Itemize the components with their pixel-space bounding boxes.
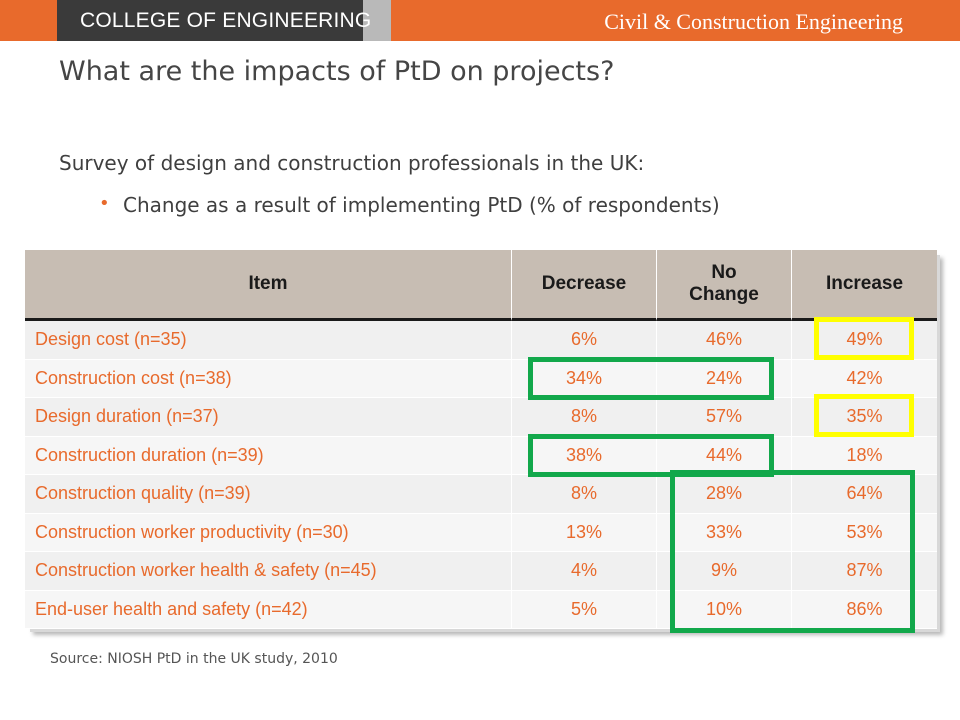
- item-cell: Design duration (n=37): [25, 398, 512, 437]
- item-cell: Construction worker health & safety (n=4…: [25, 552, 512, 591]
- increase-cell: 42%: [792, 359, 937, 398]
- no-change-cell: 57%: [657, 398, 792, 437]
- survey-text: Survey of design and construction profes…: [59, 151, 645, 175]
- no-change-cell: 46%: [657, 321, 792, 360]
- highlight-box-construction-cost-decrease: [528, 357, 774, 400]
- table-row: Construction worker health & safety (n=4…: [25, 552, 937, 591]
- item-cell: Design cost (n=35): [25, 321, 512, 360]
- highlight-box-design-duration-increase: [814, 394, 914, 437]
- table-row: Construction duration (n=39) 38% 44% 18%: [25, 436, 937, 475]
- no-change-cell: 10%: [657, 590, 792, 629]
- item-cell: Construction duration (n=39): [25, 436, 512, 475]
- decrease-cell: 4%: [512, 552, 657, 591]
- decrease-cell: 6%: [512, 321, 657, 360]
- impact-table: Item Decrease No Change Increase Design …: [25, 250, 937, 629]
- bullet-text: Change as a result of implementing PtD (…: [123, 193, 720, 217]
- header-band: COLLEGE OF ENGINEERING Civil & Construct…: [0, 0, 960, 41]
- header-no-change-line-1: No: [711, 262, 737, 283]
- table-row: Design duration (n=37) 8% 57% 35%: [25, 398, 937, 437]
- decrease-cell: 8%: [512, 398, 657, 437]
- decrease-cell: 34%: [512, 359, 657, 398]
- table-row: Construction cost (n=38) 34% 24% 42%: [25, 359, 937, 398]
- decrease-cell: 38%: [512, 436, 657, 475]
- table-row: Design cost (n=35) 6% 46% 49%: [25, 321, 937, 360]
- item-cell: Construction cost (n=38): [25, 359, 512, 398]
- highlight-box-construction-duration-decrease: [528, 434, 774, 477]
- item-cell: Construction quality (n=39): [25, 475, 512, 514]
- header-dark-block: [57, 0, 363, 41]
- source-note: Source: NIOSH PtD in the UK study, 2010: [50, 651, 338, 667]
- header-grey-block: [363, 0, 391, 41]
- decrease-cell: 5%: [512, 590, 657, 629]
- decrease-cell: 8%: [512, 475, 657, 514]
- highlight-box-quality-safety-increase: [670, 470, 915, 633]
- bullet-dot-icon: •: [99, 193, 110, 214]
- header-increase: Increase: [792, 250, 937, 321]
- header-no-change: No Change: [657, 250, 792, 321]
- increase-cell: 18%: [792, 436, 937, 475]
- table-row: End-user health and safety (n=42) 5% 10%…: [25, 590, 937, 629]
- item-cell: End-user health and safety (n=42): [25, 590, 512, 629]
- decrease-cell: 13%: [512, 513, 657, 552]
- header-decrease: Decrease: [512, 250, 657, 321]
- no-change-cell: 28%: [657, 475, 792, 514]
- header-item: Item: [25, 250, 512, 321]
- highlight-box-design-cost-increase: [814, 317, 914, 360]
- department-name: Civil & Construction Engineering: [604, 9, 903, 34]
- slide-title: What are the impacts of PtD on projects?: [59, 56, 615, 87]
- item-cell: Construction worker productivity (n=30): [25, 513, 512, 552]
- header-no-change-line-2: Change: [689, 284, 759, 305]
- college-name: COLLEGE OF ENGINEERING: [80, 9, 372, 32]
- no-change-cell: 33%: [657, 513, 792, 552]
- table-header-row: Item Decrease No Change Increase: [25, 250, 937, 321]
- no-change-cell: 9%: [657, 552, 792, 591]
